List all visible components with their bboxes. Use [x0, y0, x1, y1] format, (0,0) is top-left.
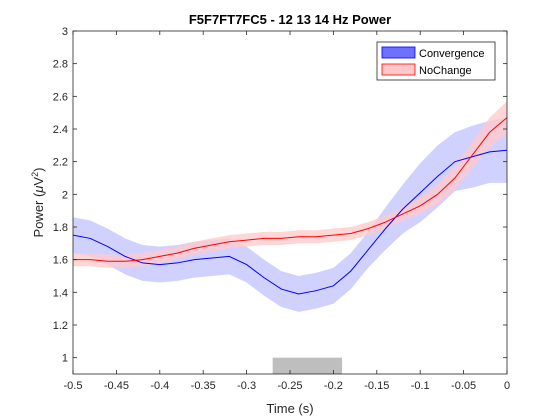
x-tick-label: -0.15 [364, 380, 389, 392]
x-tick-label: -0.25 [277, 380, 302, 392]
y-axis-label-unit: V [31, 177, 46, 186]
x-tick-label: -0.45 [104, 380, 129, 392]
y-tick-label: 2 [62, 189, 68, 201]
y-axis-label-mu: μ [31, 186, 46, 194]
y-tick-label: 1 [62, 353, 68, 365]
x-tick-label: 0 [504, 380, 510, 392]
y-tick-label: 1.2 [53, 320, 68, 332]
y-axis-label-pre: Power ( [31, 192, 46, 237]
legend-label-nochange: NoChange [419, 65, 472, 77]
y-axis-label-sup: 2 [30, 172, 40, 177]
y-tick-label: 3 [62, 26, 68, 38]
x-axis-label: Time (s) [266, 401, 313, 416]
legend-label-convergence: Convergence [419, 48, 484, 60]
x-tick-label: -0.4 [150, 380, 169, 392]
x-tick-label: -0.05 [451, 380, 476, 392]
line-convergence [72, 149, 508, 295]
legend-swatch-convergence [381, 46, 416, 59]
y-tick-label: 2.6 [53, 91, 68, 103]
series-lines [72, 117, 508, 295]
y-axis-label: Power (μV2) [30, 168, 46, 238]
y-axis-ticks: 1 1.2 1.4 1.6 1.8 2 2.2 2.4 2.6 2.8 3 [53, 26, 507, 365]
band-convergence [73, 117, 507, 312]
line-nochange [73, 117, 508, 262]
y-tick-label: 2.8 [53, 59, 68, 71]
significance-bars [272, 357, 343, 374]
y-tick-label: 1.8 [53, 222, 68, 234]
significance-bar [272, 357, 343, 374]
legend: Convergence NoChange [376, 41, 496, 81]
x-tick-label: -0.2 [324, 380, 343, 392]
x-tick-label: -0.35 [191, 380, 216, 392]
band-nochange [73, 101, 507, 268]
y-tick-label: 1.6 [53, 255, 68, 267]
y-tick-label: 2.2 [53, 157, 68, 169]
chart-title: F5F7FT7FC5 - 12 13 14 Hz Power [189, 12, 391, 27]
y-tick-label: 1.4 [53, 287, 68, 299]
confidence-bands [73, 101, 507, 312]
legend-swatch-nochange [381, 63, 416, 76]
x-axis-ticks: -0.5 -0.45 -0.4 -0.35 -0.3 -0.25 -0.2 -0.15 -0.1… [64, 31, 510, 392]
y-axis-label-close: ) [31, 168, 46, 172]
x-tick-label: -0.5 [64, 380, 83, 392]
y-tick-label: 2.4 [53, 124, 68, 136]
x-tick-label: -0.3 [237, 380, 256, 392]
x-tick-label: -0.1 [411, 380, 430, 392]
